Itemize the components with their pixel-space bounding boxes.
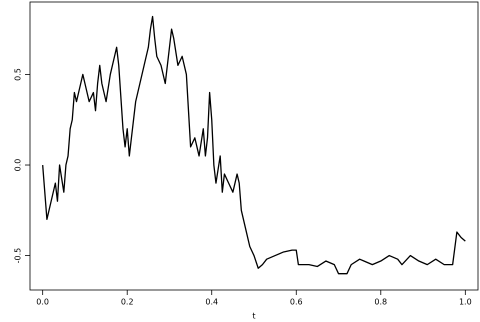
x-tick-label: 1.0 <box>459 298 472 307</box>
y-tick-label: -0.5 <box>14 248 23 264</box>
x-axis-label: t <box>252 312 255 321</box>
x-tick-label: 0.8 <box>374 298 387 307</box>
y-tick-label: 0.0 <box>14 159 23 172</box>
x-tick-label: 0.0 <box>36 298 49 307</box>
plot-frame <box>29 1 479 291</box>
data-line <box>42 15 466 275</box>
x-tick-label: 0.2 <box>121 298 134 307</box>
y-tick-label: 0.5 <box>14 68 23 81</box>
x-tick-label: 0.6 <box>290 298 303 307</box>
x-tick-label: 0.4 <box>205 298 218 307</box>
